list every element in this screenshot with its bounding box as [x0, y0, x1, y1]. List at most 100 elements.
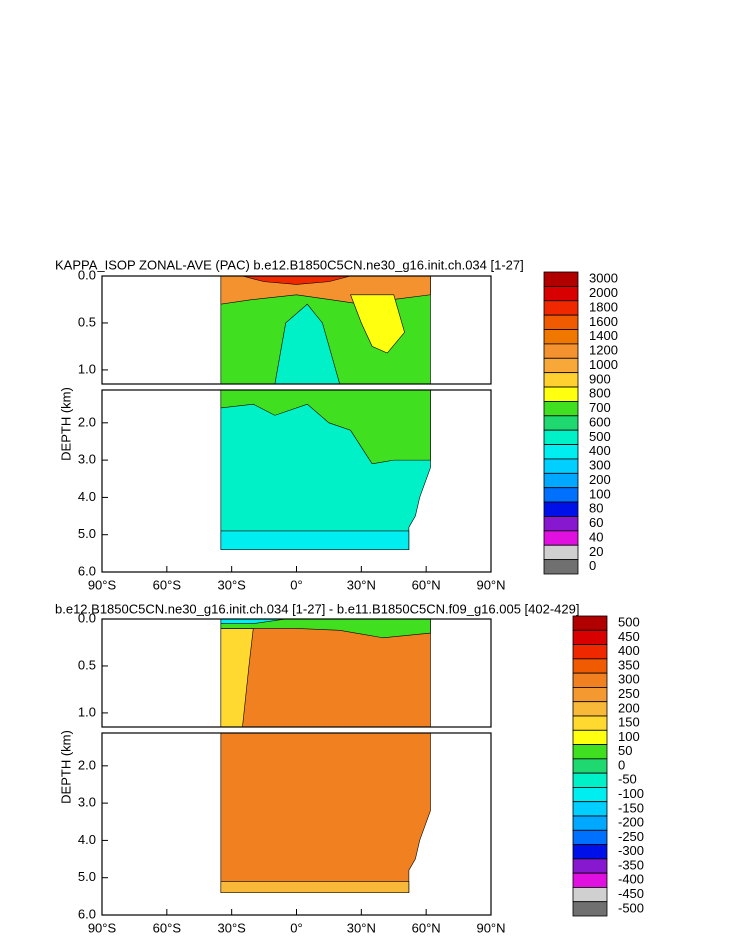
contour-fill — [242, 276, 351, 285]
x-tick-label: 90°S — [88, 920, 117, 935]
colorbar-box — [572, 701, 608, 717]
colorbar-box — [543, 401, 579, 417]
colorbar-box — [572, 715, 608, 731]
colorbar-label: 1400 — [589, 328, 618, 343]
x-tick-label: 60°S — [153, 920, 182, 935]
colorbar-label: 500 — [589, 429, 611, 444]
y-tick-label: 1.0 — [78, 704, 96, 719]
colorbar-box — [572, 872, 608, 888]
colorbar-box — [572, 901, 608, 917]
colorbar-box — [543, 472, 579, 489]
colorbar-label: 3000 — [589, 271, 618, 286]
colorbar-box — [543, 530, 579, 546]
colorbar-label: 700 — [589, 400, 611, 415]
colorbar-box — [543, 300, 579, 316]
chart-title: b.e12.B1850C5CN.ne30_g16.init.ch.034 [1-… — [55, 601, 579, 616]
colorbar-box — [543, 357, 579, 374]
contour-fill — [220, 390, 431, 465]
colorbar-label: -450 — [618, 886, 644, 901]
x-tick-label: 30°S — [217, 577, 246, 592]
colorbar-label: -150 — [618, 800, 644, 815]
colorbar-box — [572, 815, 608, 831]
colorbar-label: 1800 — [589, 299, 618, 314]
x-tick-label: 30°S — [217, 920, 246, 935]
chart-title: KAPPA_ISOP ZONAL-AVE (PAC) b.e12.B1850C5… — [55, 257, 524, 272]
colorbar-box — [543, 458, 579, 474]
x-tick-label: 0° — [290, 920, 302, 935]
colorbar-label: 0 — [618, 757, 625, 772]
colorbar-box — [543, 343, 579, 359]
colorbar-box — [572, 672, 608, 688]
colorbar-label: -350 — [618, 857, 644, 872]
colorbar-label: -250 — [618, 829, 644, 844]
y-tick-label: 4.0 — [78, 832, 96, 847]
contour-fill — [220, 881, 410, 893]
colorbar-box — [572, 615, 608, 631]
colorbar-box — [543, 516, 579, 532]
colorbar-label: 80 — [589, 501, 603, 516]
colorbar-label: 100 — [618, 729, 640, 744]
y-tick-label: 2.0 — [78, 414, 96, 429]
colorbar-label: 800 — [589, 386, 611, 401]
colorbar-label: 200 — [618, 700, 640, 715]
x-tick-label: 60°S — [153, 577, 182, 592]
contour-fill — [220, 530, 410, 550]
colorbar-box — [572, 887, 608, 903]
y-tick-label: 1.0 — [78, 361, 96, 376]
colorbar-box — [572, 801, 608, 817]
colorbar-label: 50 — [618, 743, 632, 758]
colorbar-label: -100 — [618, 786, 644, 801]
y-tick-label: 3.0 — [78, 452, 96, 467]
colorbar-label: 1200 — [589, 343, 618, 358]
colorbar-label: 20 — [589, 544, 603, 559]
colorbar-label: 0 — [589, 558, 596, 573]
y-axis-label: DEPTH (km) — [58, 387, 73, 461]
colorbar-box — [543, 329, 579, 345]
colorbar-label: 900 — [589, 371, 611, 386]
colorbar-label: 200 — [589, 472, 611, 487]
colorbar-label: 1600 — [589, 314, 618, 329]
x-tick-label: 90°N — [476, 920, 505, 935]
colorbar-box — [543, 444, 579, 460]
y-tick-label: 2.0 — [78, 757, 96, 772]
x-tick-label: 90°N — [476, 577, 505, 592]
colorbar-box — [543, 314, 579, 330]
y-axis-label: DEPTH (km) — [58, 730, 73, 804]
colorbar-box — [572, 829, 608, 845]
colorbar-box — [572, 844, 608, 860]
colorbar-box — [543, 415, 579, 431]
y-tick-label: 6.0 — [78, 563, 96, 578]
colorbar-box — [543, 285, 579, 302]
x-tick-label: 30°N — [347, 920, 376, 935]
colorbar-label: -300 — [618, 843, 644, 858]
y-tick-label: 0.5 — [78, 314, 96, 329]
colorbar-label: -400 — [618, 872, 644, 887]
colorbar-label: 100 — [589, 486, 611, 501]
colorbar-label: -200 — [618, 815, 644, 830]
contour-fill — [274, 303, 341, 384]
colorbar-box — [572, 629, 608, 645]
colorbar-label: 250 — [618, 686, 640, 701]
y-tick-label: 5.0 — [78, 526, 96, 541]
x-tick-label: 60°N — [412, 920, 441, 935]
colorbar-box — [543, 386, 579, 402]
contour-fill — [220, 733, 431, 893]
contour-fill — [220, 619, 286, 624]
colorbar-box — [572, 758, 608, 774]
colorbar-box — [572, 658, 608, 674]
colorbar-label: 400 — [618, 643, 640, 658]
colorbar-box — [543, 372, 579, 388]
colorbar-box — [543, 544, 579, 561]
colorbar-box — [543, 501, 579, 517]
colorbar-label: 400 — [589, 443, 611, 458]
colorbar-label: -50 — [618, 772, 637, 787]
colorbar-label: 450 — [618, 629, 640, 644]
colorbar-label: 1000 — [589, 357, 618, 372]
colorbar-label: 300 — [618, 672, 640, 687]
colorbar-box — [572, 729, 608, 745]
y-tick-label: 0.0 — [78, 267, 96, 282]
colorbar-box — [543, 271, 579, 287]
y-tick-label: 3.0 — [78, 795, 96, 810]
x-tick-label: 60°N — [412, 577, 441, 592]
